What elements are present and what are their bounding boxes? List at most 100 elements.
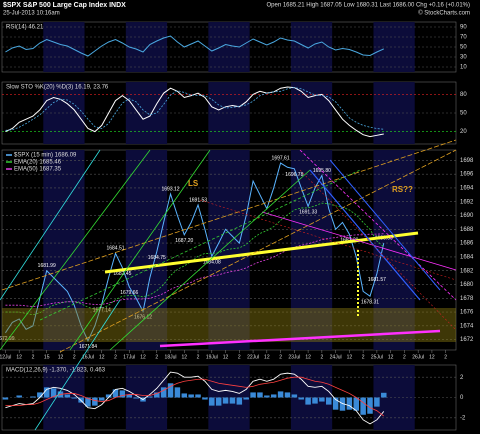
x-tick-label: 25Jul [371,354,383,360]
x-tick-label: 12 [58,354,64,360]
histogram-bar [64,394,71,398]
histogram-bar [332,397,339,410]
x-tick-label: 12 [429,354,435,360]
value-label: 1696.78 [285,172,303,178]
x-tick-label: 17Jul [123,354,135,360]
x-tick-label: 2 [155,354,158,360]
series-line [5,86,384,138]
histogram-bar [30,396,36,398]
value-label: 1677.14 [93,308,111,314]
y-tick-label: 1690 [460,213,474,219]
x-tick-label: 18Jul [165,354,177,360]
x-tick-label: 12 [16,354,22,360]
trend-line [34,299,121,431]
trend-line [69,149,211,351]
x-tick-label: 22Jul [247,354,259,360]
histogram-bar [126,394,133,398]
annotation: LS [188,179,199,188]
histogram-bar [98,397,105,401]
histogram-bar [105,394,112,398]
value-label: 1684.75 [148,255,166,261]
y-tick-label: -2 [460,415,466,421]
quote: Open 1685.21 High 1687.05 Low 1680.31 La… [267,3,471,9]
x-tick-label: 2 [444,354,447,360]
histogram-bar [147,396,153,398]
x-tick-label: 19Jul [206,354,218,360]
x-tick-label: 12 [182,354,188,360]
y-tick-label: 90 [460,25,467,31]
y-tick-label: 1674 [460,323,474,329]
trend-line [0,149,101,301]
histogram-bar [167,383,174,398]
annotation: RS?? [392,185,413,194]
x-tick-label: 24Jul [330,354,342,360]
series-line [5,233,384,307]
histogram-bar [353,397,360,411]
series-line [5,371,385,425]
annotations: LS RS?? [0,139,457,431]
histogram-bar [222,397,229,404]
y-tick-label: 50 [460,111,467,117]
legend-label: $SPX (15 min) 1686.09 [14,153,77,159]
x-tick-label: 2 [362,354,365,360]
histogram-bar [277,391,284,398]
x-tick-label: 12 [388,354,394,360]
histogram-bar [181,393,188,398]
y-tick-label: 70 [460,35,467,41]
histogram-bar [160,387,167,398]
y-tick-label: 1678 [460,296,474,302]
value-label: 1693.12 [161,186,179,192]
histogram-bar [154,392,160,398]
x-tick-label: 12 [99,354,105,360]
x-tick-label: 12 [347,354,353,360]
x-tick-label: 26Jul [412,354,424,360]
x-tick-label: 2 [320,354,323,360]
y-tick-label: 1686 [460,241,474,247]
x-tick-label: 2 [279,354,282,360]
support-band [2,308,456,342]
histogram-bar [188,394,194,398]
trend-line [104,231,419,274]
value-label: 1671.84 [79,344,97,350]
y-tick-label: 1692 [460,199,474,205]
histogram-bar [284,392,291,398]
histogram-bar [71,397,77,399]
histogram-bar [236,397,243,405]
trend-line [299,149,457,301]
y-tick-label: 0 [460,395,464,401]
histogram-bar [209,397,215,406]
y-tick-label: 1682 [460,268,474,274]
histogram-bar [16,395,22,398]
y-tick-label: 80 [460,92,467,98]
value-label: 1681.57 [368,277,386,283]
histogram-bar [367,397,373,414]
trend-line [159,329,441,348]
series-line [5,202,385,316]
y-tick-label: 2 [460,375,464,381]
histogram-bar [229,397,236,404]
y-tick-label: 20 [460,129,467,135]
trend-line [309,169,421,301]
value-label: 1684.08 [203,260,221,266]
date: 25-Jul-2013 10:16am [3,11,60,17]
histogram-bar [202,397,208,400]
trend-line [329,159,441,291]
x-tick-label: 12Jul [0,354,11,360]
x-tick-label: 2 [238,354,241,360]
histogram-bar [270,394,277,398]
panel-label: RSI(14) 46.21 [6,25,44,31]
y-tick-label: 1698 [460,158,474,164]
histogram-bar [339,397,346,411]
histogram-bar [133,397,139,399]
y-tick-label: 30 [460,55,467,61]
value-label: 1679.66 [120,290,138,296]
histogram-bar [257,392,263,398]
histogram-bar [319,397,325,402]
histogram-bar [381,392,387,398]
histogram-bar [85,397,91,407]
histogram-bar [43,387,50,398]
x-tick-label: 12 [264,354,270,360]
histogram-bar [112,389,119,398]
